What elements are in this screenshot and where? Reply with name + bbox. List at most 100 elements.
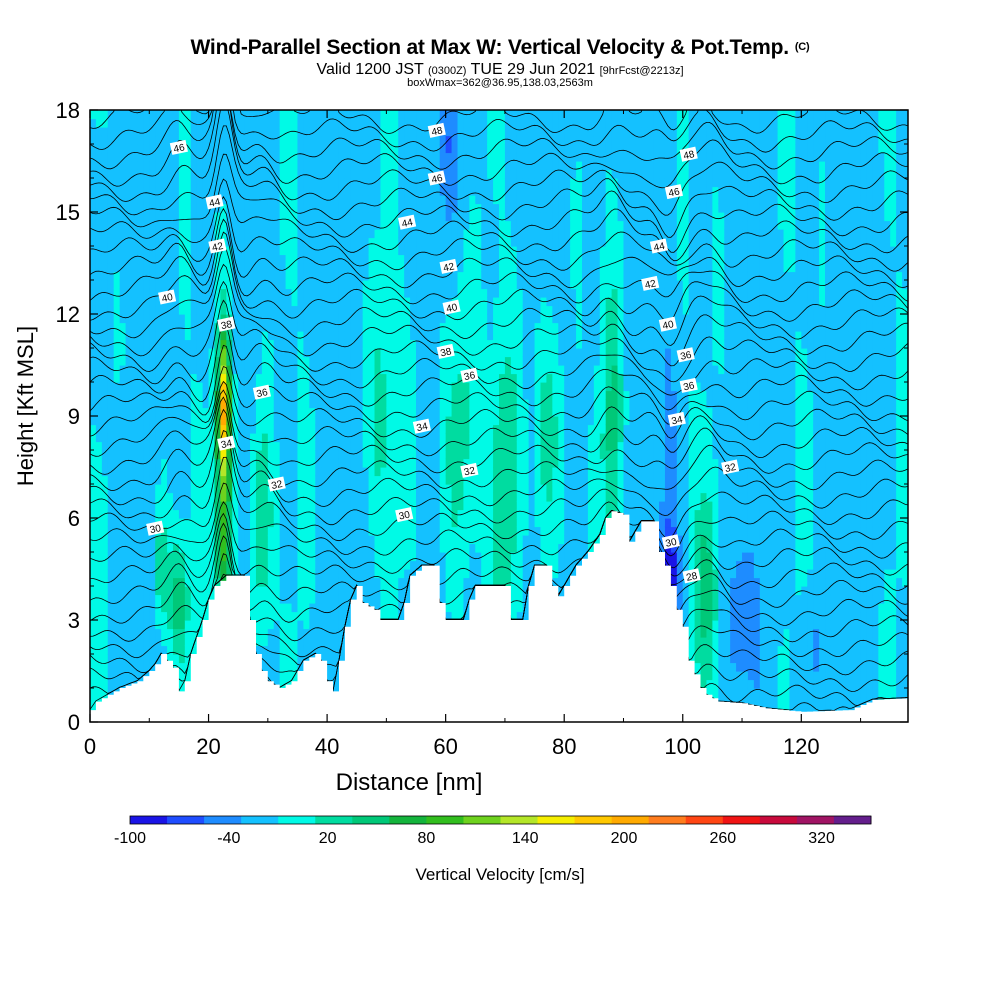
- w-cell: [475, 518, 482, 528]
- w-cell: [285, 671, 293, 681]
- w-cell: [350, 458, 358, 468]
- w-cell: [285, 229, 293, 239]
- w-cell: [255, 314, 263, 324]
- w-cell: [143, 552, 150, 562]
- w-cell: [350, 237, 358, 247]
- w-cell: [386, 492, 393, 502]
- w-cell: [250, 407, 257, 417]
- w-cell: [374, 552, 382, 562]
- w-cell: [125, 339, 133, 349]
- w-cell: [392, 229, 399, 239]
- w-cell: [297, 127, 304, 137]
- w-cell: [421, 543, 429, 553]
- w-cell: [202, 458, 210, 468]
- w-cell: [493, 237, 500, 247]
- w-cell: [374, 594, 382, 604]
- w-cell: [143, 348, 150, 358]
- w-cell: [445, 467, 453, 477]
- w-cell: [190, 450, 198, 460]
- w-cell: [303, 382, 310, 392]
- w-cell: [273, 382, 281, 392]
- w-cell: [333, 407, 340, 417]
- w-cell: [178, 679, 186, 689]
- w-cell: [303, 161, 310, 171]
- w-cell: [244, 424, 251, 434]
- w-cell: [190, 424, 198, 434]
- w-cell: [202, 543, 210, 553]
- w-cell: [244, 407, 251, 417]
- w-cell: [427, 144, 435, 154]
- w-cell: [404, 280, 411, 290]
- w-cell: [338, 365, 346, 375]
- w-cell: [279, 450, 287, 460]
- w-cell: [487, 186, 494, 196]
- w-cell: [184, 135, 192, 145]
- w-cell: [232, 263, 239, 273]
- w-cell: [119, 212, 127, 222]
- w-cell: [392, 297, 399, 307]
- w-cell: [333, 450, 340, 460]
- w-cell: [202, 144, 210, 154]
- w-cell: [285, 195, 293, 205]
- w-cell: [493, 416, 500, 426]
- w-cell: [90, 705, 97, 715]
- w-cell: [321, 552, 328, 562]
- w-cell: [285, 407, 293, 417]
- w-cell: [172, 526, 180, 536]
- w-cell: [125, 263, 133, 273]
- w-cell: [297, 552, 304, 562]
- w-cell: [95, 254, 103, 264]
- w-cell: [261, 356, 269, 366]
- w-cell: [338, 560, 346, 570]
- w-cell: [291, 110, 299, 120]
- w-cell: [451, 271, 459, 281]
- w-cell: [410, 382, 417, 392]
- w-cell: [131, 501, 139, 511]
- w-cell: [90, 127, 97, 137]
- w-cell: [404, 382, 411, 392]
- w-cell: [279, 331, 287, 341]
- w-cell: [267, 620, 275, 630]
- w-cell: [238, 339, 245, 349]
- w-cell: [493, 186, 500, 196]
- w-cell: [273, 518, 281, 528]
- w-cell: [398, 543, 405, 553]
- w-cell: [238, 237, 245, 247]
- w-cell: [439, 577, 447, 587]
- w-cell: [190, 203, 198, 213]
- w-cell: [149, 314, 156, 324]
- w-cell: [95, 161, 103, 171]
- w-cell: [161, 416, 168, 426]
- w-cell: [90, 331, 97, 341]
- w-cell: [113, 637, 121, 647]
- w-cell: [380, 611, 387, 621]
- w-cell: [309, 348, 316, 358]
- w-cell: [190, 237, 198, 247]
- w-cell: [350, 509, 358, 519]
- w-cell: [344, 322, 352, 332]
- w-cell: [161, 467, 168, 477]
- w-cell: [416, 246, 423, 256]
- w-cell: [261, 492, 269, 502]
- w-cell: [344, 135, 352, 145]
- w-cell: [427, 263, 435, 273]
- w-cell: [451, 356, 459, 366]
- w-cell: [315, 254, 322, 264]
- w-cell: [374, 280, 382, 290]
- w-cell: [155, 450, 162, 460]
- w-cell: [273, 662, 281, 672]
- w-cell: [463, 212, 470, 222]
- w-cell: [238, 152, 245, 162]
- w-cell: [398, 560, 405, 570]
- w-cell: [178, 475, 186, 485]
- w-cell: [273, 271, 281, 281]
- w-cell: [321, 356, 328, 366]
- w-cell: [315, 509, 322, 519]
- w-cell: [232, 484, 239, 494]
- w-cell: [119, 169, 127, 179]
- w-cell: [291, 237, 299, 247]
- w-cell: [279, 654, 287, 664]
- w-cell: [95, 373, 103, 383]
- w-cell: [344, 152, 352, 162]
- w-cell: [303, 535, 310, 545]
